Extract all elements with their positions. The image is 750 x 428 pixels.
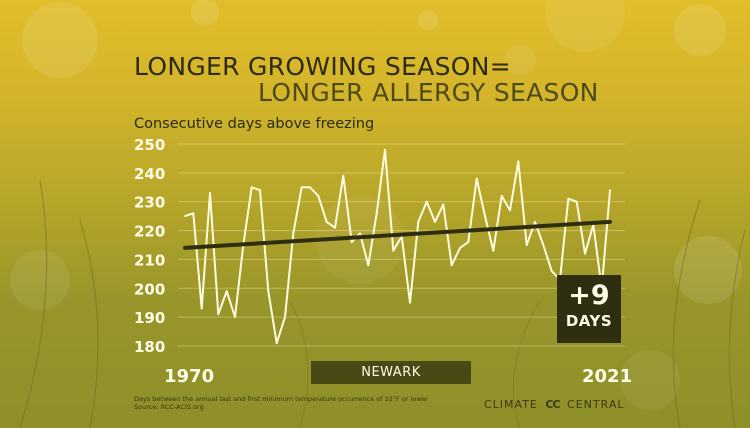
data-point: [342, 174, 345, 177]
title-line-2: LONGER ALLERGY SEASON: [258, 78, 599, 107]
bokeh-circle: [674, 236, 742, 304]
source-note: Days between the annual last and first m…: [134, 395, 464, 411]
data-point: [392, 249, 395, 252]
data-point: [450, 264, 453, 267]
data-point: [184, 215, 186, 218]
y-tick-label: 230: [134, 194, 165, 212]
data-point: [567, 197, 570, 200]
data-point: [325, 221, 328, 223]
stem: [672, 199, 701, 428]
y-tick-label: 240: [134, 165, 165, 183]
brand-mark-icon: CC: [545, 398, 560, 411]
data-point: [359, 232, 361, 235]
trend-change-badge: +9 DAYS: [557, 275, 621, 343]
data-point: [200, 307, 203, 310]
station-label: NEWARK: [311, 361, 471, 384]
chart-subtitle: Consecutive days above freezing: [134, 116, 375, 132]
source-note-definition: Days between the annual last and first m…: [134, 395, 429, 403]
data-point: [275, 342, 278, 345]
stem: [289, 299, 309, 428]
brand-word-left: CLIMATE: [484, 398, 538, 411]
data-point: [234, 316, 236, 319]
data-point: [517, 160, 520, 163]
data-points: [184, 148, 611, 345]
y-tick-label: 200: [134, 280, 165, 298]
bokeh-circle: [545, 0, 625, 52]
data-point: [542, 244, 545, 246]
data-point: [575, 200, 578, 203]
data-point: [500, 195, 503, 197]
y-tick-label: 250: [134, 136, 165, 154]
data-point: [492, 249, 495, 252]
data-point: [484, 215, 486, 218]
data-point: [309, 186, 311, 189]
data-point: [350, 241, 353, 244]
data-point: [509, 209, 511, 212]
data-point: [225, 290, 228, 293]
stem: [728, 229, 746, 428]
data-point: [375, 212, 378, 215]
bokeh-circle: [191, 0, 219, 26]
data-point: [525, 244, 528, 246]
stem: [79, 219, 99, 428]
data-point: [384, 148, 386, 151]
badge-value: +9: [568, 280, 610, 311]
bokeh-circle: [10, 250, 70, 310]
title-line-1: LONGER GROWING SEASON=: [134, 52, 511, 81]
data-point: [250, 186, 253, 189]
stem: [19, 179, 48, 428]
y-axis-ticks: 180 190 200 210 220 230 240 250: [134, 136, 165, 356]
data-point: [475, 177, 478, 180]
y-tick-label: 220: [134, 223, 165, 241]
x-axis-end-year: 2021: [582, 366, 633, 387]
stem: [512, 299, 541, 428]
data-point: [367, 264, 370, 267]
data-point: [317, 195, 320, 197]
bokeh-circle: [316, 196, 404, 284]
data-point: [609, 189, 611, 192]
data-point: [267, 290, 270, 293]
data-point: [209, 192, 211, 194]
badge-unit: DAYS: [565, 312, 613, 330]
gridlines: [178, 143, 625, 347]
climate-central-logo: CLIMATE CC CENTRAL: [484, 398, 624, 411]
bokeh-circle: [22, 2, 98, 78]
trend-line: [183, 219, 612, 250]
data-point: [192, 212, 195, 215]
data-point: [300, 186, 303, 189]
data-point: [584, 252, 586, 255]
data-point: [217, 313, 220, 316]
data-point: [334, 226, 336, 229]
data-point: [534, 221, 536, 223]
y-tick-label: 190: [134, 309, 165, 327]
data-point: [292, 232, 295, 235]
x-axis-start-year: 1970: [164, 366, 215, 387]
data-point: [259, 189, 261, 192]
y-tick-label: 210: [134, 251, 165, 269]
data-point: [442, 203, 445, 206]
data-point: [417, 221, 420, 223]
data-point: [284, 316, 286, 319]
data-point: [550, 270, 553, 272]
bokeh-circle: [674, 4, 726, 56]
data-point: [467, 241, 470, 244]
y-tick-label: 180: [134, 338, 165, 356]
data-point: [409, 301, 411, 304]
data-point: [425, 200, 428, 203]
data-point: [434, 221, 436, 223]
brand-word-right: CENTRAL: [567, 398, 625, 411]
series-line: [184, 148, 611, 345]
bokeh-circle: [620, 350, 680, 410]
data-point: [459, 246, 461, 249]
source-note-source: Source: RCC-ACIS.org: [134, 403, 204, 411]
bokeh-circle: [418, 10, 438, 30]
bokeh-circle: [504, 44, 536, 76]
